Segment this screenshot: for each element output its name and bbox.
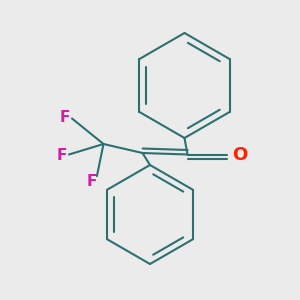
Text: F: F — [86, 174, 97, 189]
Text: F: F — [56, 148, 67, 164]
Text: O: O — [232, 146, 247, 164]
Text: F: F — [59, 110, 70, 124]
